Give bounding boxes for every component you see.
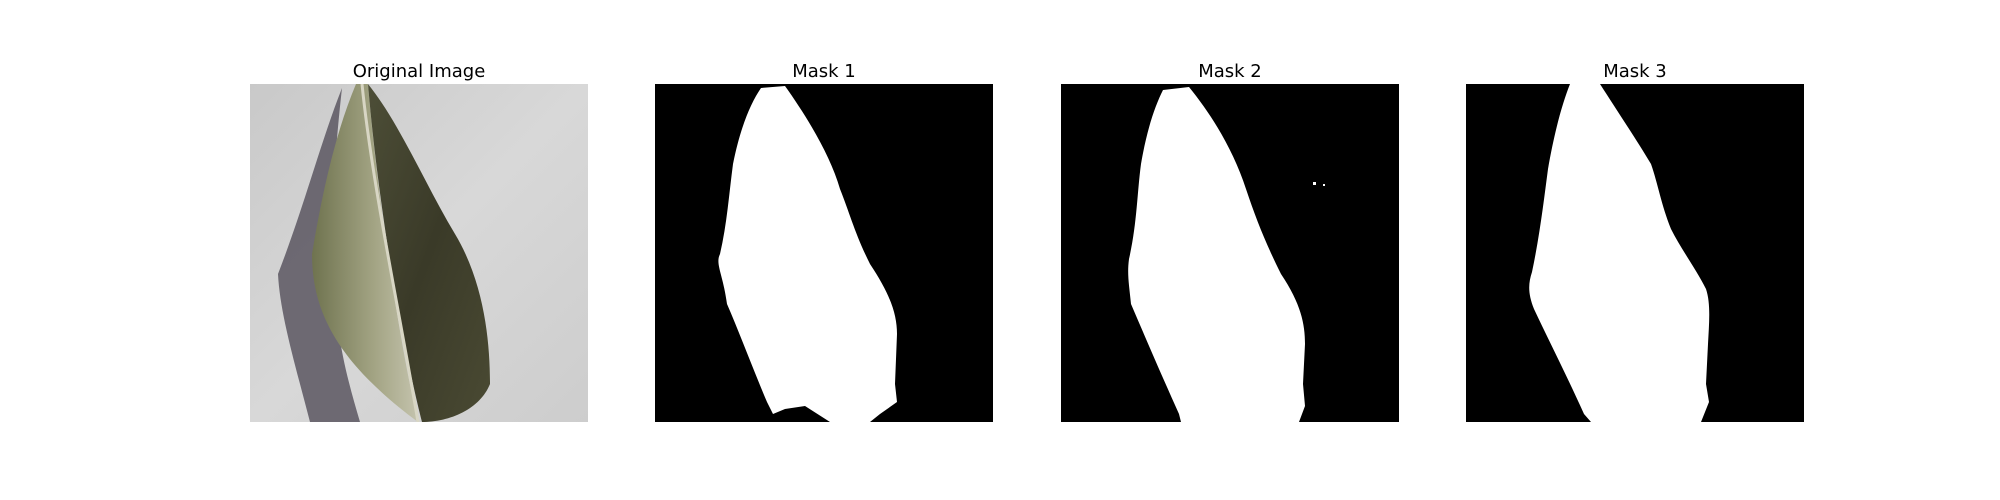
original-image-panel: Original Image [250,61,588,422]
panel-title: Mask 1 [655,61,993,83]
panel-title: Original Image [250,61,588,83]
panel-title: Mask 2 [1061,61,1399,83]
original-leaf-photo [250,84,588,422]
mask-1-image [655,84,993,422]
mask-1-panel: Mask 1 [655,61,993,422]
mask-3-image [1466,84,1804,422]
mask-speck [1323,184,1325,186]
mask-2-image [1061,84,1399,422]
panel-title: Mask 3 [1466,61,1804,83]
mask-2-panel: Mask 2 [1061,61,1399,422]
mask-speck [1313,182,1316,185]
mask-3-panel: Mask 3 [1466,61,1804,422]
